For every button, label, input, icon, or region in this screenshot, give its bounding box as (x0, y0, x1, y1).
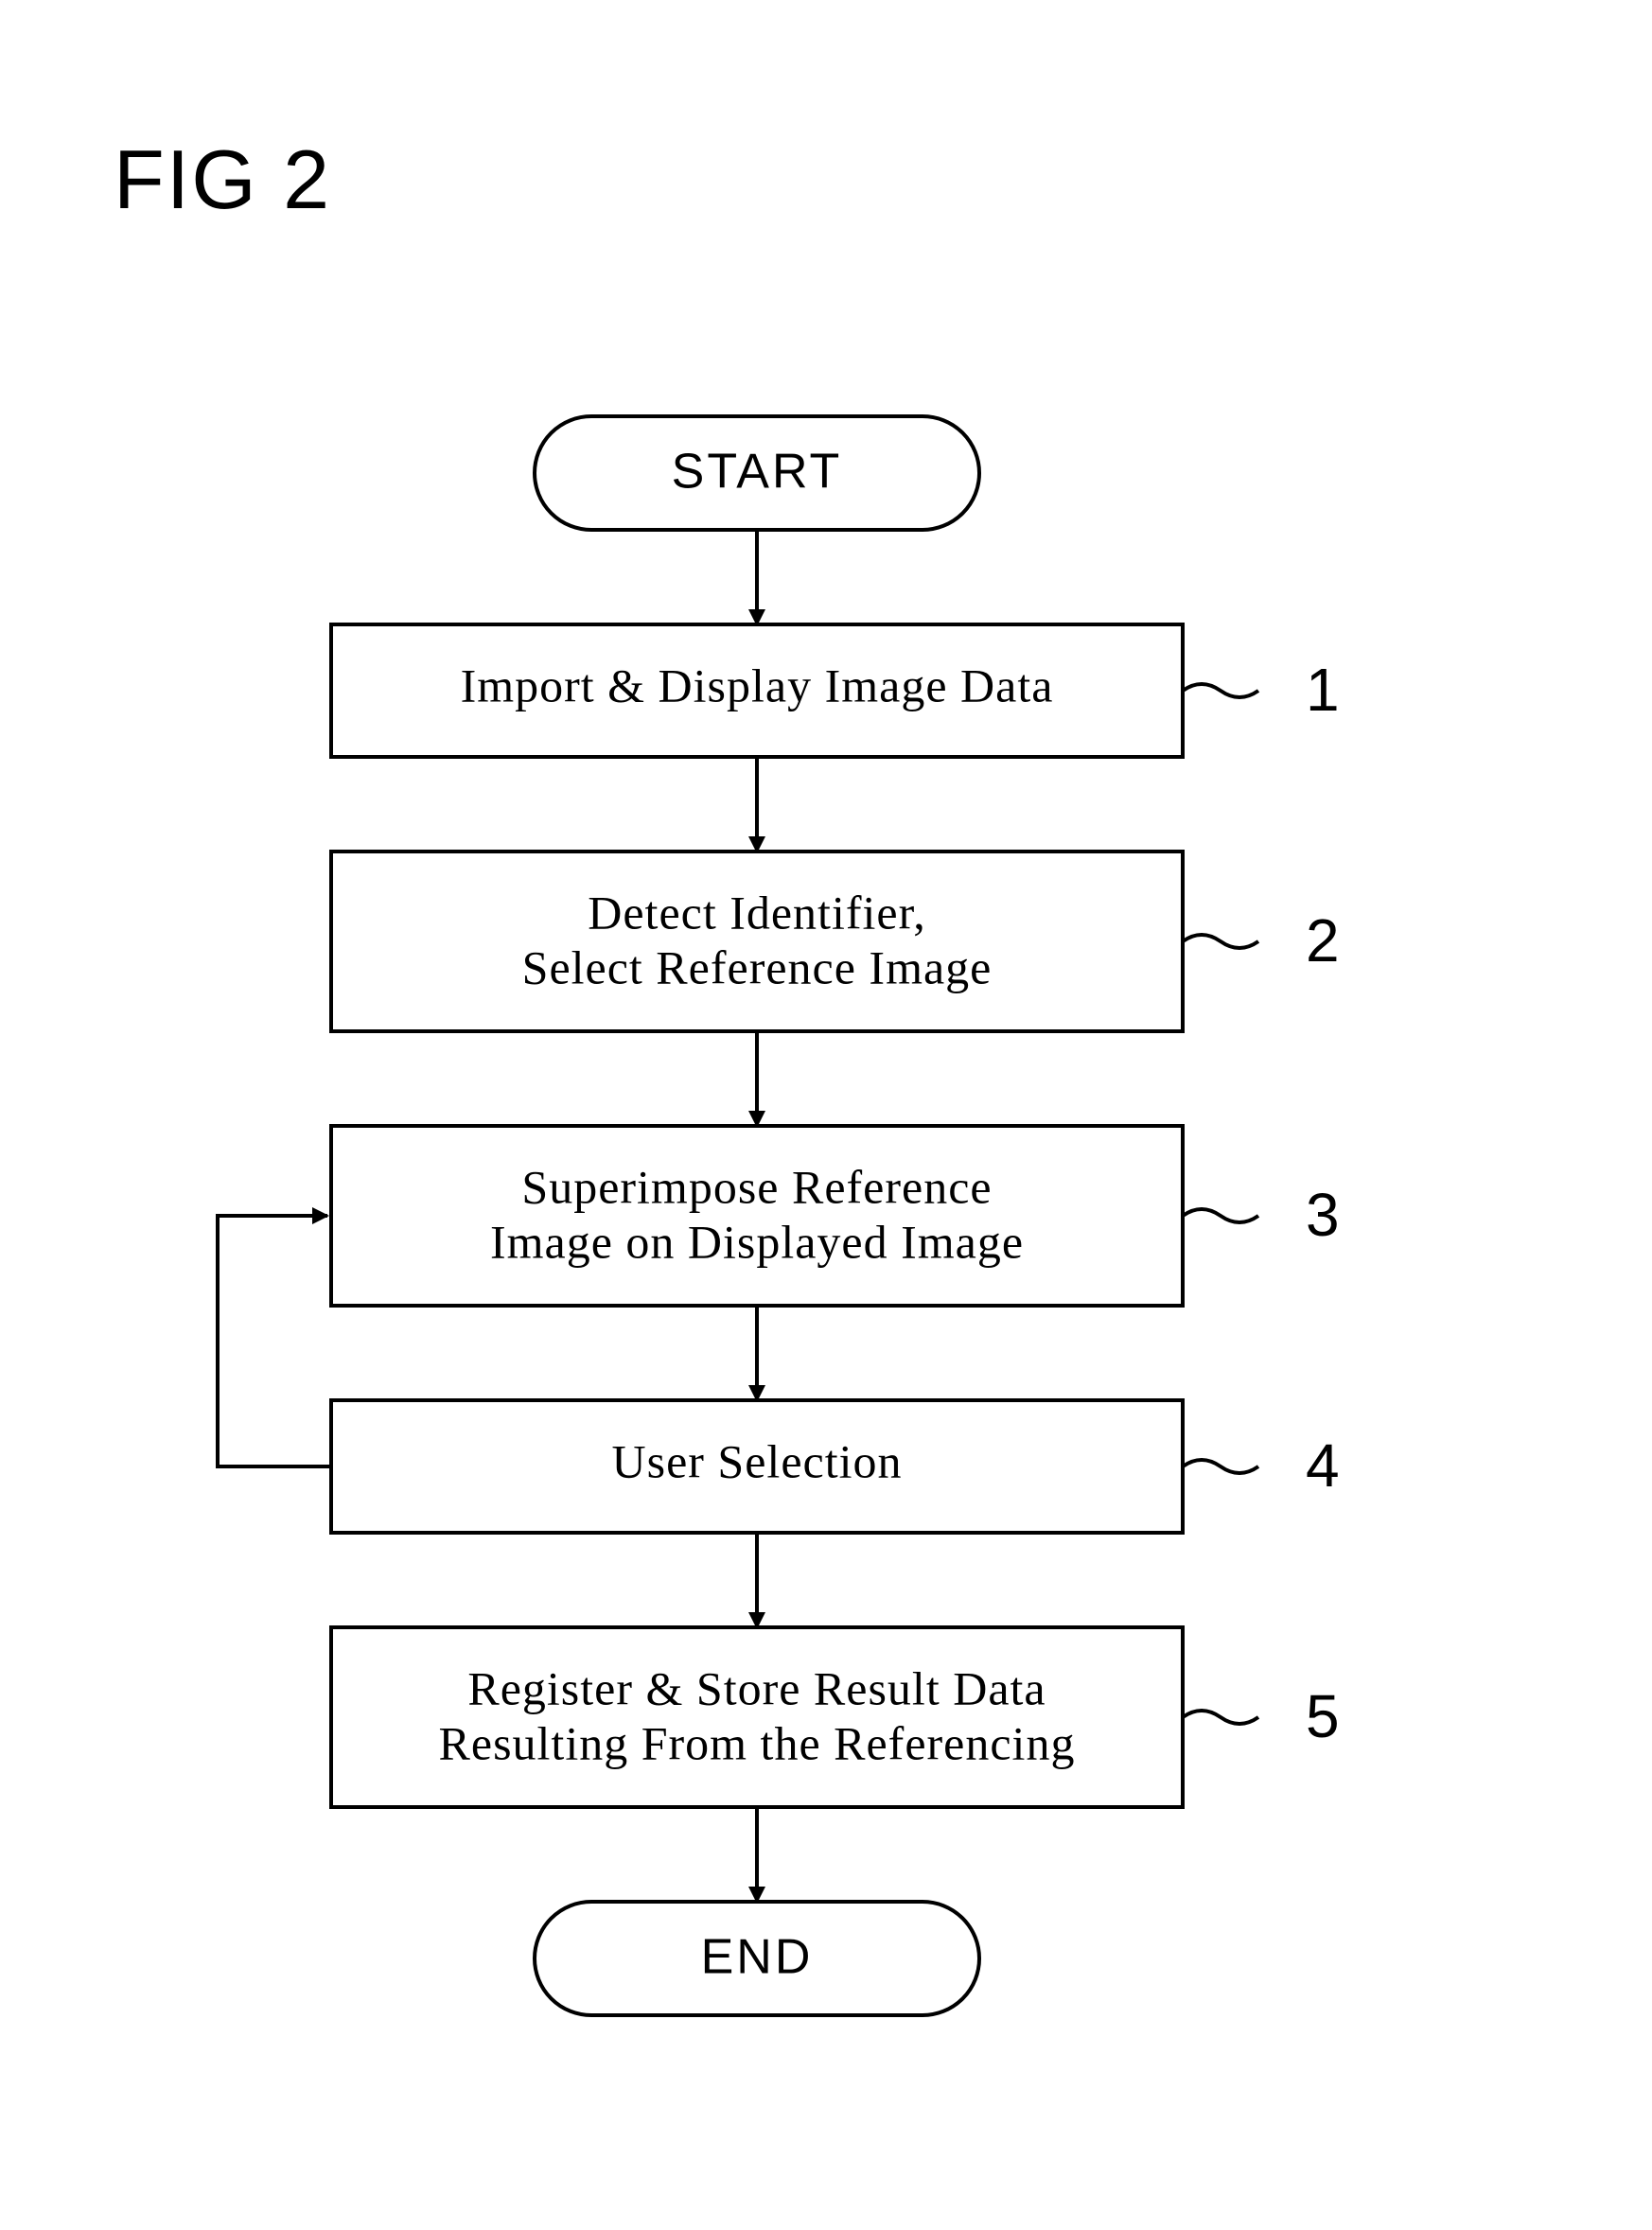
step-4-connector (1183, 1460, 1258, 1473)
step-2-connector (1183, 935, 1258, 948)
step-1-number: 1 (1306, 656, 1340, 724)
figure-label: FIG 2 (114, 132, 331, 226)
step-1-connector (1183, 684, 1258, 697)
step-5-connector (1183, 1711, 1258, 1724)
step-5-text-line1: Register & Store Result Data (467, 1661, 1046, 1714)
step-3-number: 3 (1306, 1181, 1340, 1249)
step-2-text-line2: Select Reference Image (522, 940, 993, 993)
end-label: END (701, 1930, 814, 1985)
step-3-text-line1: Superimpose Reference (521, 1160, 992, 1213)
step-1-text: Import & Display Image Data (461, 658, 1054, 711)
step-3-connector (1183, 1209, 1258, 1222)
step-4-number: 4 (1306, 1431, 1340, 1500)
step-2-number: 2 (1306, 906, 1340, 975)
step-3-text-line2: Image on Displayed Image (490, 1215, 1024, 1268)
step-2-text-line1: Detect Identifier, (588, 886, 925, 939)
loop-back-arrow (218, 1216, 331, 1466)
flowchart-canvas: FIG 2 START Import & Display Image Data 1 De… (0, 0, 1652, 2230)
step-5-number: 5 (1306, 1682, 1340, 1750)
start-label: START (672, 445, 843, 500)
step-5-text-line2: Resulting From the Referencing (439, 1716, 1076, 1769)
step-4-text: User Selection (612, 1434, 903, 1487)
